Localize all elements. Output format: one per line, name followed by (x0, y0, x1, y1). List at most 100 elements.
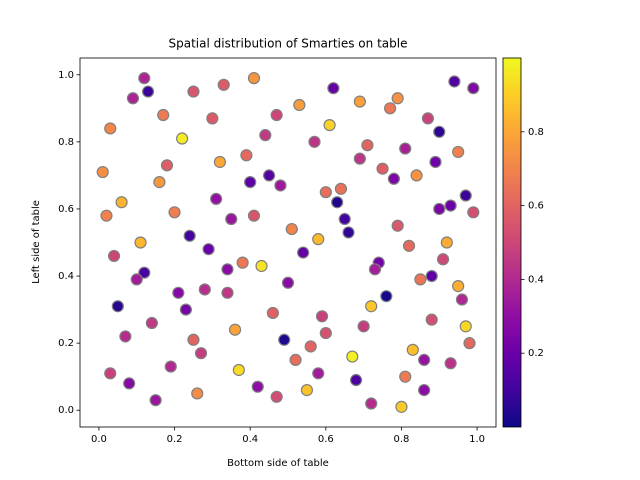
y-axis-label: Left side of table (31, 200, 42, 284)
point (221, 286, 234, 299)
point (138, 266, 151, 279)
point (459, 320, 472, 333)
x-tick-label: 1.0 (469, 434, 485, 445)
point (289, 353, 302, 367)
point (455, 293, 469, 306)
point (198, 283, 211, 296)
point (232, 363, 245, 377)
point (107, 249, 121, 263)
point (244, 176, 257, 189)
point (342, 226, 355, 239)
point (365, 397, 378, 410)
point (270, 108, 283, 122)
colorbar-tick-label: 0.8 (528, 127, 544, 138)
point (240, 149, 253, 162)
y-tick-label: 0.2 (58, 338, 74, 349)
y-tick-label: 0.4 (58, 271, 74, 282)
point (270, 390, 283, 403)
point (346, 350, 359, 363)
point (262, 169, 276, 182)
point (463, 337, 476, 350)
colorbar-tick-label: 0.4 (528, 274, 544, 285)
point (115, 196, 128, 209)
y-tick-label: 0.6 (58, 204, 74, 215)
point (187, 85, 200, 98)
point (395, 400, 408, 413)
point (444, 357, 457, 370)
point (353, 95, 366, 108)
point (387, 172, 400, 185)
point (183, 229, 196, 242)
point (410, 169, 423, 182)
point (338, 212, 351, 226)
y-tick-label: 0.8 (58, 137, 74, 148)
point (247, 209, 261, 222)
point (425, 269, 438, 283)
point (172, 286, 185, 299)
point (210, 192, 223, 205)
point (402, 239, 416, 252)
point (414, 273, 427, 286)
point (297, 246, 310, 259)
point (206, 112, 219, 125)
point (368, 263, 382, 276)
x-axis-label: Bottom side of table (227, 458, 329, 469)
x-tick-label: 0.4 (242, 434, 258, 445)
point (119, 330, 132, 343)
colorbar-tick-label: 0.2 (528, 348, 544, 359)
chart-title: Spatial distribution of Smarties on tabl… (169, 37, 408, 51)
point (104, 122, 117, 135)
colorbar (502, 57, 522, 428)
x-tick-label: 0.0 (91, 434, 107, 445)
x-tick-label: 0.8 (394, 434, 410, 445)
point (323, 118, 336, 132)
point (255, 259, 268, 273)
point (467, 82, 480, 95)
point (353, 152, 366, 165)
point (104, 367, 117, 380)
point (202, 243, 215, 256)
point (391, 219, 404, 232)
x-tick-label: 0.6 (318, 434, 334, 445)
point (365, 300, 378, 313)
point (357, 320, 370, 333)
point (187, 333, 200, 346)
y-tick-label: 0.0 (58, 405, 74, 416)
point (141, 85, 155, 98)
point (376, 162, 389, 175)
point (327, 82, 340, 95)
point (315, 310, 329, 323)
point (134, 236, 147, 249)
point (312, 233, 325, 246)
point (266, 306, 279, 320)
point (418, 353, 431, 367)
point (349, 373, 363, 387)
point (179, 303, 192, 316)
point (281, 276, 295, 289)
point (300, 384, 314, 397)
point (278, 333, 291, 346)
point (418, 384, 431, 397)
point (452, 145, 465, 159)
point (247, 72, 261, 85)
point (429, 155, 442, 169)
point (304, 340, 317, 353)
y-tick-label: 1.0 (58, 70, 74, 81)
point (459, 189, 472, 202)
point (213, 155, 227, 169)
point (225, 212, 238, 226)
point (444, 199, 457, 212)
point (228, 323, 242, 336)
point (100, 209, 113, 222)
x-tick-label: 0.2 (167, 434, 183, 445)
colorbar-tick-label: 0.6 (528, 201, 544, 212)
point (308, 135, 321, 148)
point (160, 159, 174, 172)
point (384, 102, 397, 115)
point (467, 206, 480, 219)
point (452, 280, 465, 293)
point (145, 316, 158, 330)
point (138, 72, 151, 85)
point (319, 326, 332, 340)
